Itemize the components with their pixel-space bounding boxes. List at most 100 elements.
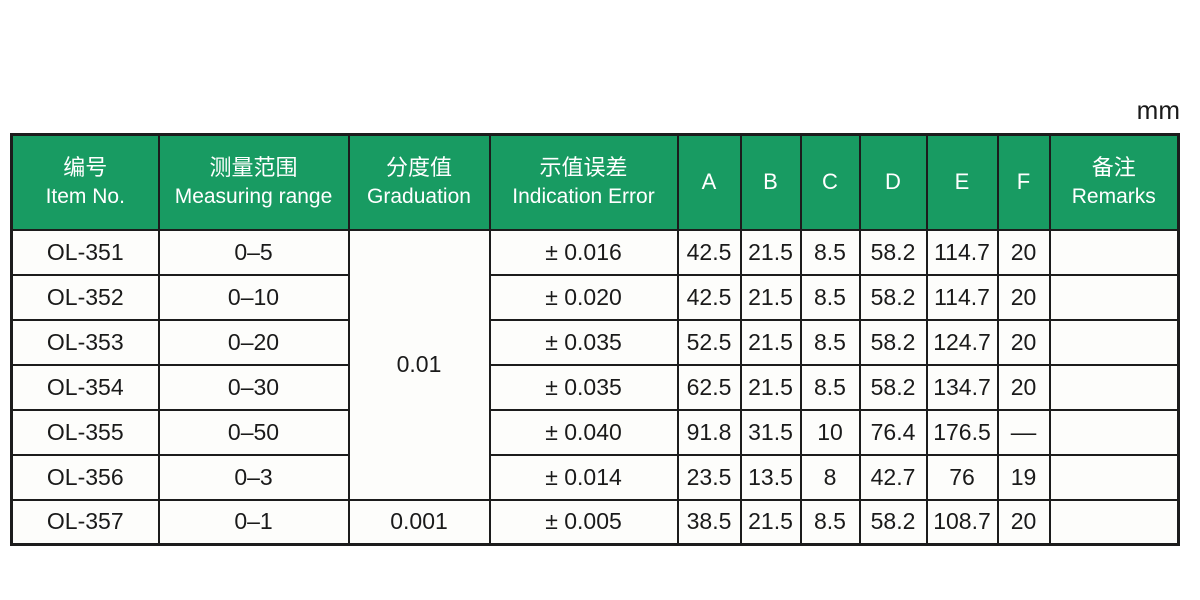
col-header-graduation: 分度值 Graduation	[347, 133, 491, 231]
col-header-c: C	[799, 133, 861, 231]
cell-item-no: OL-351	[10, 228, 160, 276]
cell-range: 0–10	[157, 273, 350, 321]
table-row: OL-357 0–1 0.001 ± 0.005 38.5 21.5 8.5 5…	[10, 498, 1180, 546]
cell-item-no: OL-357	[10, 498, 160, 546]
cell-dim-c: 8.5	[799, 318, 861, 366]
cell-dim-f: 20	[996, 498, 1051, 546]
cell-error: ± 0.035	[488, 363, 679, 411]
cell-error: ± 0.040	[488, 408, 679, 456]
header-indication-error-zh: 示值误差	[539, 155, 628, 181]
cell-dim-f: 20	[996, 228, 1051, 276]
cell-remarks	[1048, 363, 1180, 411]
cell-dim-a: 42.5	[676, 228, 742, 276]
col-header-indication-error: 示值误差 Indication Error	[488, 133, 679, 231]
col-header-e: E	[925, 133, 999, 231]
cell-dim-f: 20	[996, 363, 1051, 411]
cell-dim-a: 23.5	[676, 453, 742, 501]
cell-dim-d: 58.2	[858, 498, 928, 546]
cell-dim-e: 176.5	[925, 408, 999, 456]
cell-graduation-merged: 0.01	[347, 228, 491, 501]
header-graduation-en: Graduation	[367, 185, 471, 209]
header-measuring-range-zh: 测量范围	[209, 155, 298, 181]
cell-item-no: OL-355	[10, 408, 160, 456]
cell-error: ± 0.035	[488, 318, 679, 366]
cell-dim-d: 42.7	[858, 453, 928, 501]
table-row: OL-356 0–3 ± 0.014 23.5 13.5 8 42.7 76 1…	[10, 453, 1180, 501]
col-header-a: A	[676, 133, 742, 231]
cell-dim-a: 62.5	[676, 363, 742, 411]
cell-remarks	[1048, 408, 1180, 456]
cell-dim-a: 52.5	[676, 318, 742, 366]
header-remarks-en: Remarks	[1071, 185, 1156, 209]
header-graduation-zh: 分度值	[385, 155, 452, 181]
cell-dim-d: 58.2	[858, 228, 928, 276]
header-item-no-zh: 编号	[63, 155, 108, 181]
header-remarks-zh: 备注	[1091, 155, 1136, 181]
cell-error: ± 0.005	[488, 498, 679, 546]
cell-dim-a: 91.8	[676, 408, 742, 456]
cell-dim-c: 8.5	[799, 228, 861, 276]
cell-remarks	[1048, 318, 1180, 366]
col-header-remarks: 备注 Remarks	[1048, 133, 1180, 231]
cell-error: ± 0.014	[488, 453, 679, 501]
col-header-b: B	[739, 133, 802, 231]
cell-range: 0–1	[157, 498, 350, 546]
cell-remarks	[1048, 228, 1180, 276]
header-row: 编号 Item No. 测量范围 Measuring range 分度值 Gra…	[10, 133, 1180, 231]
table-row: OL-352 0–10 ± 0.020 42.5 21.5 8.5 58.2 1…	[10, 273, 1180, 321]
cell-item-no: OL-354	[10, 363, 160, 411]
cell-dim-c: 8	[799, 453, 861, 501]
cell-range: 0–20	[157, 318, 350, 366]
cell-dim-b: 21.5	[739, 318, 802, 366]
unit-label: mm	[1136, 95, 1180, 125]
cell-item-no: OL-353	[10, 318, 160, 366]
header-indication-error-en: Indication Error	[512, 185, 655, 209]
table-row: OL-354 0–30 ± 0.035 62.5 21.5 8.5 58.2 1…	[10, 363, 1180, 411]
cell-dim-f: 19	[996, 453, 1051, 501]
cell-dim-b: 13.5	[739, 453, 802, 501]
cell-dim-b: 21.5	[739, 273, 802, 321]
header-measuring-range-en: Measuring range	[174, 185, 333, 209]
cell-dim-e: 76	[925, 453, 999, 501]
cell-dim-c: 8.5	[799, 363, 861, 411]
cell-remarks	[1048, 453, 1180, 501]
cell-dim-c: 8.5	[799, 273, 861, 321]
cell-graduation: 0.001	[347, 498, 491, 546]
cell-dim-c: 10	[799, 408, 861, 456]
cell-item-no: OL-356	[10, 453, 160, 501]
cell-dim-e: 134.7	[925, 363, 999, 411]
cell-dim-c: 8.5	[799, 498, 861, 546]
cell-dim-b: 31.5	[739, 408, 802, 456]
cell-range: 0–50	[157, 408, 350, 456]
cell-dim-b: 21.5	[739, 498, 802, 546]
cell-dim-a: 38.5	[676, 498, 742, 546]
cell-dim-d: 76.4	[858, 408, 928, 456]
table-row: OL-355 0–50 ± 0.040 91.8 31.5 10 76.4 17…	[10, 408, 1180, 456]
cell-dim-e: 114.7	[925, 273, 999, 321]
cell-dim-a: 42.5	[676, 273, 742, 321]
cell-dim-e: 114.7	[925, 228, 999, 276]
cell-item-no: OL-352	[10, 273, 160, 321]
cell-error: ± 0.016	[488, 228, 679, 276]
cell-range: 0–5	[157, 228, 350, 276]
cell-dim-b: 21.5	[739, 228, 802, 276]
spec-table: 编号 Item No. 测量范围 Measuring range 分度值 Gra…	[10, 133, 1180, 546]
cell-dim-d: 58.2	[858, 363, 928, 411]
col-header-d: D	[858, 133, 928, 231]
cell-dim-f: 20	[996, 273, 1051, 321]
cell-dim-d: 58.2	[858, 273, 928, 321]
table-row: OL-351 0–5 0.01 ± 0.016 42.5 21.5 8.5 58…	[10, 228, 1180, 501]
header-item-no-en: Item No.	[45, 185, 125, 209]
cell-range: 0–3	[157, 453, 350, 501]
cell-remarks	[1048, 498, 1180, 546]
col-header-measuring-range: 测量范围 Measuring range	[157, 133, 350, 231]
cell-dim-d: 58.2	[858, 318, 928, 366]
cell-remarks	[1048, 273, 1180, 321]
table-row: OL-353 0–20 ± 0.035 52.5 21.5 8.5 58.2 1…	[10, 318, 1180, 366]
cell-dim-e: 108.7	[925, 498, 999, 546]
cell-dim-b: 21.5	[739, 363, 802, 411]
cell-range: 0–30	[157, 363, 350, 411]
cell-error: ± 0.020	[488, 273, 679, 321]
col-header-item-no: 编号 Item No.	[10, 133, 160, 231]
